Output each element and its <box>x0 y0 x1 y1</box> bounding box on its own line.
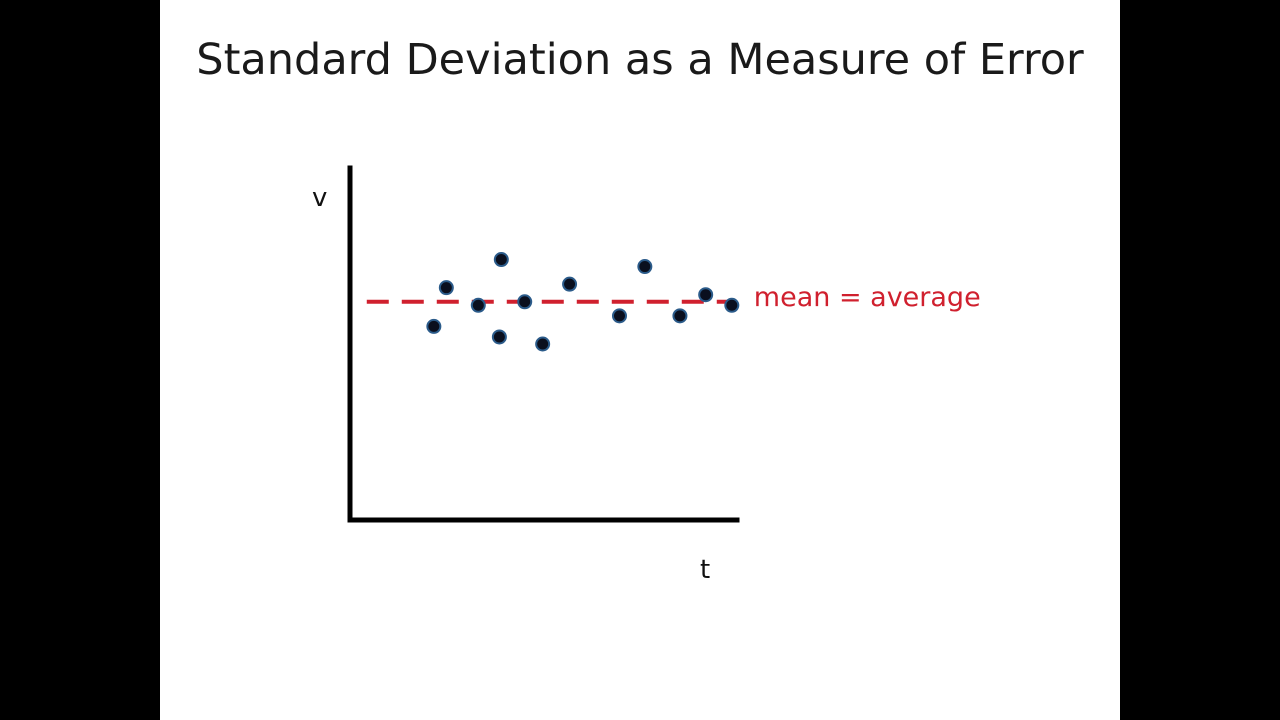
data-point <box>724 297 740 313</box>
scatter-chart: v t mean = average <box>312 165 981 585</box>
x-axis-label: t <box>700 555 710 585</box>
data-point <box>637 259 653 275</box>
data-point <box>562 276 578 292</box>
data-point <box>517 294 533 310</box>
chart-axes <box>347 165 740 523</box>
y-axis-label: v <box>312 183 327 213</box>
data-point <box>535 336 551 352</box>
data-point <box>470 297 486 313</box>
slide: Standard Deviation as a Measure of Error… <box>160 0 1120 720</box>
data-point <box>672 308 688 324</box>
data-point <box>493 252 509 268</box>
data-point <box>491 329 507 345</box>
data-point <box>698 287 714 303</box>
data-point <box>426 318 442 334</box>
data-point <box>611 308 627 324</box>
data-point <box>438 280 454 296</box>
chart-labels: v t mean = average <box>312 183 981 585</box>
data-points <box>426 252 740 352</box>
mean-label: mean = average <box>754 282 981 313</box>
slide-title: Standard Deviation as a Measure of Error <box>196 35 1084 85</box>
